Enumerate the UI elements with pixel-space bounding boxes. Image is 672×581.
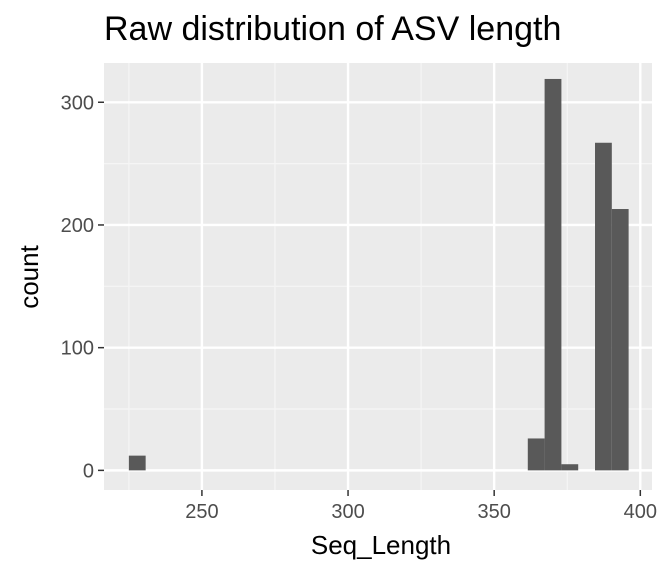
histogram-bar (595, 142, 612, 471)
y-tick-label: 200 (61, 215, 94, 237)
y-axis-title: count (14, 244, 44, 308)
minor-gridlines (104, 63, 652, 490)
histogram-bar (611, 209, 629, 471)
y-axis: 0 100 200 300 (61, 92, 104, 482)
plot-panel (104, 63, 652, 490)
y-tick-label: 100 (61, 338, 94, 360)
histogram-bar (561, 464, 579, 471)
histogram-bar (128, 455, 146, 471)
histogram-bars (128, 78, 629, 471)
y-tick-label: 0 (83, 460, 94, 482)
x-tick-label: 350 (477, 501, 510, 523)
x-tick-label: 250 (185, 501, 218, 523)
histogram-bar (544, 78, 562, 471)
x-tick-label: 400 (624, 501, 657, 523)
histogram-bar (527, 438, 545, 471)
x-tick-label: 300 (331, 501, 364, 523)
x-axis-title: Seq_Length (311, 530, 451, 560)
y-tick-label: 300 (61, 92, 94, 114)
chart-title: Raw distribution of ASV length (104, 10, 561, 48)
x-axis: 250 300 350 400 (185, 490, 657, 523)
